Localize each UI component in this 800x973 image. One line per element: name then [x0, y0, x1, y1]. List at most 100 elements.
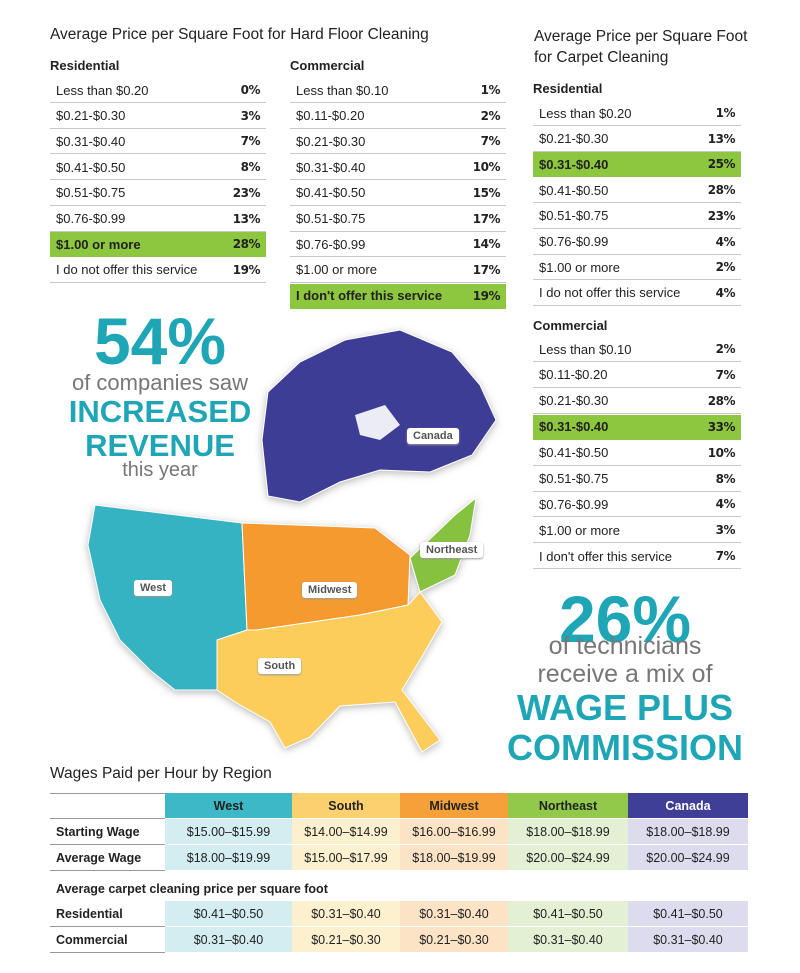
price-range: $0.31-$0.40 — [539, 419, 609, 435]
price-range: $0.51-$0.75 — [539, 471, 609, 486]
table-cell: $18.00–$18.99 — [508, 819, 628, 845]
percent: 0% — [240, 83, 261, 97]
percent: 23% — [707, 208, 736, 223]
price-range: Less than $0.20 — [56, 82, 149, 98]
table-cell: $0.31–$0.40 — [628, 927, 748, 953]
table-cell: $0.41–$0.50 — [628, 901, 748, 927]
price-row: Less than $0.20 1% — [533, 101, 741, 126]
percent: 17% — [472, 262, 501, 277]
region-label: South — [258, 658, 302, 674]
table-cell: $18.00–$19.99 — [400, 845, 508, 871]
price-row: I do not offer this service 4% — [533, 281, 741, 306]
stat-text: 26% — [558, 582, 692, 656]
table-title: Wages Paid per Hour by Region — [50, 765, 272, 782]
column-header: West — [165, 793, 292, 819]
price-range: $0.76-$0.99 — [56, 211, 126, 226]
price-range: $0.21-$0.30 — [296, 133, 366, 149]
south-region — [216, 591, 443, 753]
percent: 2% — [715, 342, 736, 356]
price-row: $1.00 or more 2% — [533, 255, 741, 281]
price-row: $0.51-$0.75 8% — [533, 467, 741, 492]
table-cell: $0.41–$0.50 — [165, 901, 292, 927]
column-header: Midwest — [400, 793, 508, 819]
percent: 4% — [715, 285, 736, 300]
section-title: Average Price per Square Foot for Hard F… — [50, 26, 429, 43]
price-range: $1.00 or more — [296, 262, 377, 278]
stat-text: INCREASED — [68, 394, 252, 429]
price-row: $0.11-$0.20 2% — [290, 104, 506, 129]
price-row: $0.76-$0.99 4% — [533, 492, 741, 518]
percent: 13% — [232, 211, 261, 226]
price-range: $0.76-$0.99 — [539, 234, 609, 249]
row-label: Commercial — [50, 927, 165, 953]
price-range: $0.31-$0.40 — [56, 133, 126, 149]
percent: 7% — [480, 134, 501, 149]
price-row: $0.21-$0.30 28% — [533, 389, 741, 414]
price-row: $0.31-$0.40 25% — [533, 152, 741, 178]
percent: 3% — [715, 523, 736, 538]
percent: 1% — [480, 83, 501, 97]
table-subheading: Average carpet cleaning price per square… — [56, 882, 328, 896]
price-range: $1.00 or more — [56, 236, 141, 252]
row-label: Average Wage — [50, 845, 165, 871]
price-row: $0.21-$0.30 7% — [290, 129, 506, 155]
table-cell: $0.21–$0.30 — [400, 927, 508, 953]
stat-text: REVENUE — [85, 428, 235, 463]
column-header: Canada — [628, 793, 748, 819]
row-label: Starting Wage — [50, 819, 165, 845]
price-row: $0.51-$0.75 17% — [290, 207, 506, 232]
price-row: $0.76-$0.99 4% — [533, 230, 741, 255]
stat-text: receive a mix of — [537, 660, 713, 688]
percent: 13% — [707, 131, 736, 146]
percent: 19% — [472, 288, 501, 303]
percent: 33% — [707, 419, 736, 434]
price-row: $0.21-$0.30 3% — [50, 104, 266, 129]
price-range: Less than $0.10 — [296, 82, 389, 98]
price-row: $0.51-$0.75 23% — [533, 204, 741, 229]
percent: 19% — [232, 262, 261, 277]
percent: 28% — [232, 237, 261, 252]
price-row: $0.76-$0.99 13% — [50, 207, 266, 232]
percent: 7% — [240, 134, 261, 149]
percent: 4% — [715, 497, 736, 512]
price-range: $0.41-$0.50 — [539, 445, 609, 461]
price-row: $0.41-$0.50 10% — [533, 441, 741, 466]
price-row: $0.31-$0.40 33% — [533, 414, 741, 440]
stat-text: 54% — [93, 304, 227, 378]
price-row: Less than $0.20 0% — [50, 78, 266, 103]
table-cell: $0.41–$0.50 — [508, 901, 628, 927]
price-range: $0.31-$0.40 — [296, 159, 366, 175]
price-range: $1.00 or more — [539, 259, 620, 275]
price-row: $0.76-$0.99 14% — [290, 232, 506, 258]
percent: 8% — [240, 160, 261, 175]
percent: 2% — [715, 260, 736, 275]
percent: 28% — [707, 183, 736, 198]
price-range: I don't offer this service — [296, 288, 443, 304]
price-range: $0.41-$0.50 — [56, 159, 126, 175]
price-row: $0.41-$0.50 28% — [533, 178, 741, 204]
section-title: Average Price per Square Foot for Carpet… — [534, 28, 748, 66]
table-cell: $15.00–$15.99 — [165, 819, 292, 845]
price-row: $1.00 or more 28% — [50, 232, 266, 258]
price-range: $0.21-$0.30 — [539, 131, 609, 147]
table-cell: $0.31–$0.40 — [508, 927, 628, 953]
table-cell: $0.31–$0.40 — [165, 927, 292, 953]
price-range: $0.21-$0.30 — [56, 108, 126, 124]
price-row: $0.41-$0.50 8% — [50, 155, 266, 181]
percent: 28% — [707, 393, 736, 408]
table-cell: $15.00–$17.99 — [292, 845, 400, 871]
price-row: I do not offer this service 19% — [50, 258, 266, 283]
price-range: $0.51-$0.75 — [56, 185, 126, 201]
stat-text: of companies saw — [71, 370, 249, 395]
table-cell: $0.31–$0.40 — [292, 901, 400, 927]
price-range: $1.00 or more — [539, 522, 620, 538]
price-row: I don't offer this service 19% — [290, 283, 506, 309]
region-label: Midwest — [302, 582, 358, 598]
percent: 17% — [472, 211, 501, 226]
percent: 8% — [715, 471, 736, 486]
percent: 23% — [232, 185, 261, 200]
price-range: $0.41-$0.50 — [296, 185, 366, 201]
price-row: Less than $0.10 2% — [533, 337, 741, 362]
price-row: $1.00 or more 3% — [533, 518, 741, 544]
